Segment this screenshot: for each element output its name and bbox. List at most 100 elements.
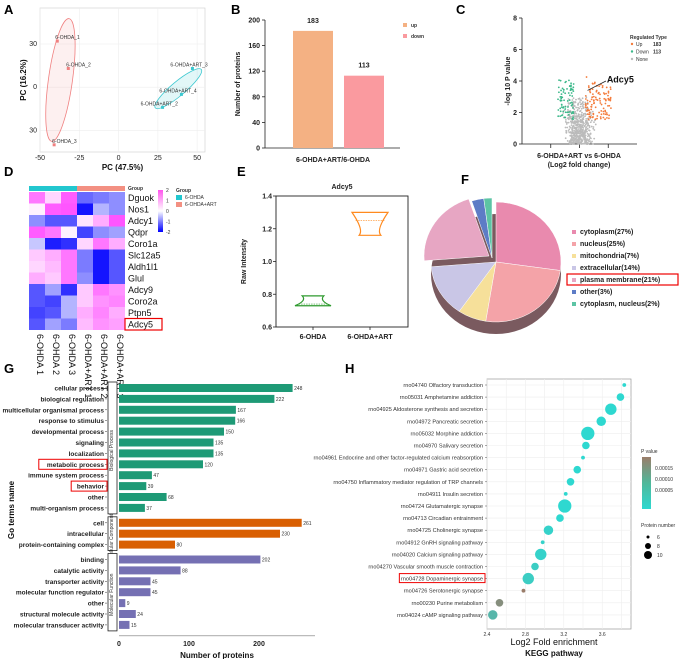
point-up: [609, 96, 612, 99]
pathway-label: rno04971 Gastric acid secretion: [404, 468, 483, 474]
point-down: [569, 102, 572, 104]
x-axis-label: Log2 Fold enrichment: [510, 637, 598, 647]
pathway-label: rno04911 Insulin secretion: [418, 492, 483, 498]
legend-label: cytoplasm(27%): [580, 229, 633, 236]
point-label: 6-OHDA_3: [52, 139, 77, 145]
heatmap-cell: [109, 261, 125, 273]
point-none: [585, 108, 587, 111]
point-down: [559, 99, 562, 102]
point-none: [588, 129, 590, 132]
bar-value-label: 222: [276, 397, 285, 403]
group-label: Cellular Component: [109, 514, 115, 559]
y-tick-label: 1.0: [262, 259, 272, 266]
point-down: [560, 104, 563, 106]
point-none: [566, 126, 569, 129]
heatmap-cell: [61, 215, 77, 227]
bar: [119, 449, 214, 458]
bubble: [531, 562, 539, 571]
legend-label: Down: [636, 50, 649, 56]
heatmap-cell: [45, 318, 61, 330]
x-tick-label: 50: [193, 155, 201, 162]
pathway-label: rno04724 Glutamatergic synapse: [401, 504, 483, 510]
point-down: [560, 89, 562, 92]
y-tick-label: 0.8: [262, 292, 272, 299]
bar: [119, 503, 145, 512]
point-down: [561, 114, 564, 116]
heatmap-cell: [61, 203, 77, 215]
point-none: [593, 129, 596, 131]
point-none: [585, 118, 588, 120]
point-none: [589, 121, 592, 124]
point-up: [593, 82, 596, 85]
size-legend-dot: [644, 551, 652, 559]
size-legend-label: 10: [657, 553, 663, 559]
pathway-label: rno04024 cAMP signaling pathway: [397, 613, 483, 619]
point-none: [579, 115, 582, 118]
point-none: [575, 140, 577, 143]
point-up: [587, 85, 590, 87]
point-down: [563, 99, 565, 102]
legend-swatch: [572, 242, 576, 246]
bar: [119, 384, 293, 392]
bar-value-label: 202: [262, 558, 271, 564]
point-none: [577, 142, 580, 145]
category-label: multi-organism process: [30, 505, 104, 512]
heatmap-cell: [29, 318, 45, 330]
category-label: structural molecule activity: [20, 612, 105, 619]
heatmap-cell: [93, 226, 109, 238]
point-up: [599, 116, 602, 118]
heatmap-cell: [109, 307, 125, 319]
x-tick-label: 3.6: [599, 632, 606, 638]
point-none: [594, 123, 597, 126]
point-none: [568, 131, 571, 134]
y-tick-label: 160: [248, 43, 260, 50]
point-none: [573, 129, 576, 132]
point-down: [562, 110, 565, 113]
heatmap-cell: [109, 215, 125, 227]
pathway-label: rno00230 Purine metabolism: [411, 601, 483, 607]
point-none: [575, 127, 577, 130]
point-none: [581, 119, 583, 122]
heatmap-cell: [45, 272, 61, 284]
point-up: [605, 86, 608, 89]
point-none: [589, 141, 592, 144]
bar-value-label: 261: [303, 521, 312, 527]
point-none: [574, 128, 577, 131]
legend-swatch: [630, 57, 634, 61]
category-label: binding: [81, 557, 104, 564]
point-label: 6-OHDA+ART_4: [159, 88, 197, 94]
point-down: [570, 101, 573, 104]
legend-label: None: [636, 57, 648, 63]
x-tick-label: 25: [154, 155, 162, 162]
point-up: [607, 94, 609, 97]
heatmap-cell: [45, 261, 61, 273]
point-none: [577, 113, 580, 116]
legend-label: Up: [636, 42, 643, 48]
scale-tick-label: -2: [166, 230, 171, 236]
data-point: [161, 105, 165, 109]
point-none: [574, 101, 577, 104]
y-axis-label: PC (16.2%): [19, 59, 28, 101]
bar: [119, 620, 130, 629]
chart-bottom-title: KEGG pathway: [525, 649, 583, 658]
x-tick-label: 6-OHDA: [300, 334, 327, 341]
point-up: [593, 102, 596, 104]
point-label: 6-OHDA_2: [66, 62, 91, 68]
annotation-label: Adcy5: [607, 75, 634, 85]
legend-swatch: [403, 23, 407, 27]
point-none: [579, 128, 582, 131]
y-tick-label: 0: [33, 84, 37, 91]
chart-title: Adcy5: [331, 184, 352, 191]
color-legend-tick: 0.00010: [655, 477, 673, 483]
point-none: [579, 118, 582, 121]
pie-slice: [485, 261, 561, 323]
point-none: [571, 130, 574, 132]
bubble: [605, 403, 617, 415]
point-up: [604, 102, 607, 105]
point-up: [606, 116, 608, 119]
point-up: [591, 96, 594, 99]
row-label: Qdpr: [128, 228, 148, 238]
heatmap-cell: [45, 307, 61, 319]
point-none: [564, 126, 567, 129]
point-none: [577, 128, 580, 130]
